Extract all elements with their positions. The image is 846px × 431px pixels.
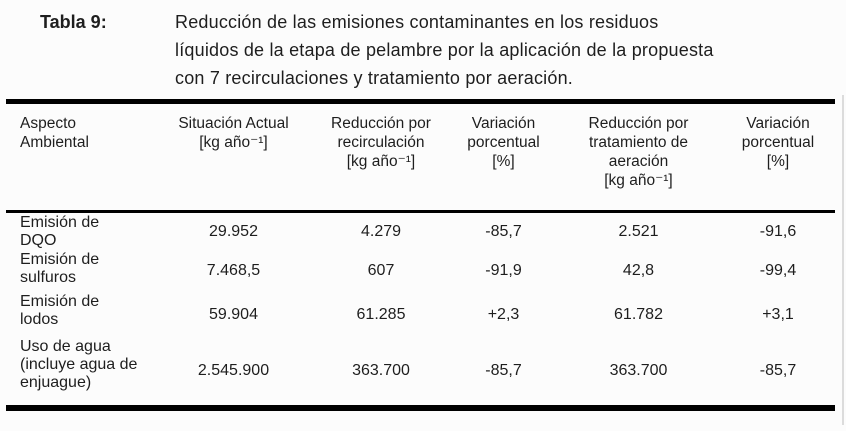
row-label-line: Uso de agua (20, 338, 111, 355)
value-lodos-situacion-actual: 59.904 (209, 305, 258, 323)
value-dqo-reduccion-aeracion: 2.521 (618, 222, 659, 240)
caption-line: Reducción de las emisiones contaminantes… (175, 12, 659, 32)
value-sulfuros-variacion-recirculacion: -91,9 (485, 262, 522, 279)
scan-edge-artifact (842, 95, 844, 425)
table-caption-text: Reducción de las emisiones contaminantes… (175, 8, 714, 92)
column-header-line: Reducción por (331, 115, 431, 132)
value-sulfuros-situacion-actual: 7.468,5 (206, 262, 261, 279)
column-header-line: [%] (492, 153, 515, 170)
value-lodos-reduccion-recirculacion: 61.285 (356, 305, 406, 323)
column-header-line: Aspecto (20, 115, 77, 132)
column-header-line: Ambiental (20, 134, 89, 151)
caption-line: líquidos de la etapa de pelambre por la … (175, 40, 714, 60)
row-label-line: (incluye agua de (20, 356, 138, 373)
column-header-situacion-actual: Situación Actual [kg año⁻¹] (156, 101, 311, 213)
value-sulfuros-reduccion-recirculacion: 607 (367, 262, 395, 279)
row-label-line: lodos (20, 311, 59, 328)
value-uso-de-agua-variacion-recirculacion: -85,7 (485, 362, 522, 379)
value-lodos-variacion-recirculacion: +2,3 (487, 305, 520, 323)
row-label-lodos: Emisión de lodos (6, 292, 156, 337)
column-header-line: tratamiento de (588, 134, 689, 151)
column-header-reduccion-aeracion: Reducción por tratamiento de aeración [kg a… (556, 101, 721, 213)
table-row-uso-de-agua: Uso de agua (incluye agua de enjuague) 2.54… (6, 337, 835, 408)
row-label-line: DQO (20, 232, 57, 249)
caption-line: con 7 recirculaciones y tratamiento por … (175, 68, 573, 88)
value-sulfuros-variacion-aeracion: -99,4 (759, 262, 797, 279)
table-row-lodos: Emisión de lodos 59.904 61.285 +2,3 61.782 +3,… (6, 292, 835, 337)
column-header-line: aeración (608, 153, 669, 170)
column-header-line: [%] (766, 153, 790, 170)
column-header-line: [kg año⁻¹] (346, 153, 416, 170)
value-lodos-reduccion-aeracion: 61.782 (614, 305, 663, 323)
row-label-dqo: Emisión de DQO (6, 212, 156, 251)
value-dqo-situacion-actual: 29.952 (209, 222, 258, 240)
row-label-uso-de-agua: Uso de agua (incluye agua de enjuague) (6, 337, 156, 408)
column-header-line: recirculación (337, 134, 425, 151)
row-label-line: Emisión de (20, 214, 100, 231)
row-label-line: Emisión de (20, 293, 100, 310)
column-header-variacion-recirculacion: Variación porcentual [%] (451, 101, 556, 213)
value-dqo-reduccion-recirculacion: 4.279 (360, 222, 402, 240)
value-uso-de-agua-reduccion-aeracion: 363.700 (609, 362, 668, 379)
table-row-sulfuros: Emisión de sulfuros 7.468,5 607 -91,9 42,8 -99… (6, 250, 835, 292)
column-header-aspecto-ambiental: Aspecto Ambiental (6, 101, 156, 213)
row-label-line: Emisión de (20, 251, 100, 268)
column-header-reduccion-recirculacion: Reducción por recirculación [kg año⁻¹] (311, 101, 451, 213)
table-header: Aspecto Ambiental Situación Actual [kg año⁻… (6, 101, 835, 213)
column-header-line: [kg año⁻¹] (199, 134, 268, 151)
column-header-line: [kg año⁻¹] (604, 172, 673, 189)
value-uso-de-agua-reduccion-recirculacion: 363.700 (352, 362, 410, 379)
column-header-variacion-aeracion: Variación porcentual [%] (721, 101, 835, 213)
column-header-line: porcentual (741, 134, 815, 151)
header-row: Aspecto Ambiental Situación Actual [kg año⁻… (6, 101, 835, 213)
column-header-line: porcentual (467, 134, 540, 151)
table-body: Emisión de DQO 29.952 4.279 -85,7 2.521 -91,6 E… (6, 212, 835, 409)
column-header-line: Variación (746, 115, 810, 132)
value-sulfuros-reduccion-aeracion: 42,8 (622, 262, 655, 279)
emissions-table: Aspecto Ambiental Situación Actual [kg año⁻… (6, 99, 835, 411)
value-dqo-variacion-recirculacion: -85,7 (485, 222, 522, 240)
value-dqo-variacion-aeracion: -91,6 (759, 222, 797, 240)
row-label-sulfuros: Emisión de sulfuros (6, 250, 156, 292)
column-header-line: Variación (471, 115, 536, 132)
value-uso-de-agua-variacion-aeracion: -85,7 (759, 362, 797, 379)
row-label-line: sulfuros (20, 269, 77, 286)
table-caption-label: Tabla 9: (40, 12, 107, 32)
table-row-dqo: Emisión de DQO 29.952 4.279 -85,7 2.521 -91,6 (6, 212, 835, 251)
value-lodos-variacion-aeracion: +3,1 (762, 305, 794, 323)
row-label-line: enjuague) (20, 374, 92, 391)
value-uso-de-agua-situacion-actual: 2.545.900 (197, 362, 270, 379)
column-header-line: Situación Actual (178, 115, 289, 132)
column-header-line: Reducción por (588, 115, 689, 132)
